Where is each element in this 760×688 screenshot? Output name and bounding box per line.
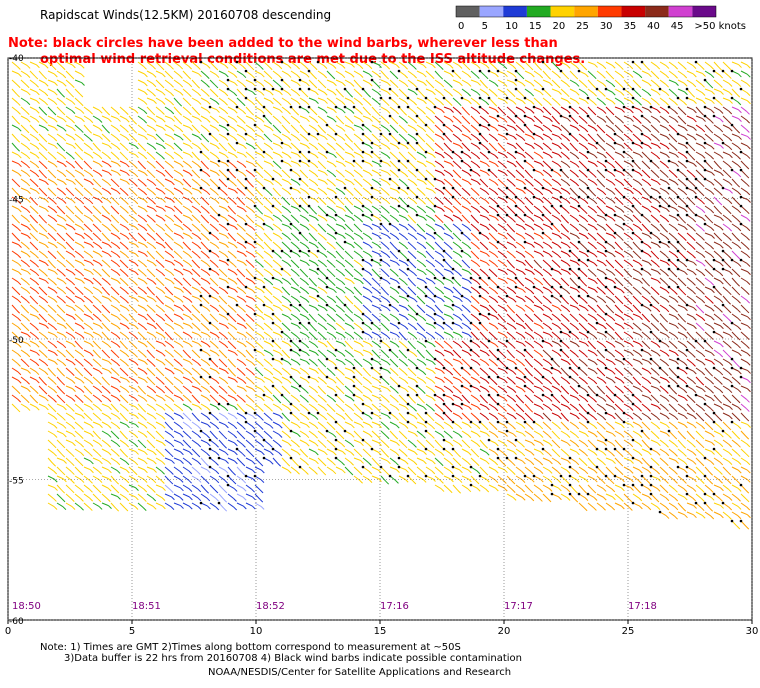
legend-tick-label: 0 [458, 21, 464, 32]
legend-swatch [574, 6, 598, 17]
legend-swatch [526, 6, 551, 17]
time-label: 18:51 [132, 601, 161, 612]
legend-swatch [621, 6, 646, 17]
legend-tick-label: 30 [600, 21, 613, 32]
longitude-tick-label: 25 [622, 626, 635, 637]
legend-swatch [479, 6, 504, 17]
time-label: 18:50 [12, 601, 41, 612]
legend-tick-label: 5 [482, 21, 488, 32]
latitude-tick-label: -60 [9, 617, 24, 627]
legend-tick-label: 35 [623, 21, 636, 32]
legend-frame [455, 5, 717, 18]
longitude-tick-label: 0 [5, 626, 11, 637]
longitude-tick-label: 20 [498, 626, 511, 637]
legend-tick-label: >50 knots [694, 21, 746, 32]
legend-swatch [645, 6, 669, 17]
wind-barbs-layer [11, 60, 751, 530]
legend-tick-label: 15 [529, 21, 542, 32]
longitude-tick-label: 15 [374, 626, 387, 637]
footer-credit: NOAA/NESDIS/Center for Satellite Applica… [208, 667, 512, 678]
legend-tick-label: 20 [553, 21, 566, 32]
latitude-tick-label: -40 [9, 54, 24, 64]
time-label: 17:17 [504, 601, 533, 612]
longitude-tick-label: 5 [129, 626, 135, 637]
longitude-tick-label: 10 [250, 626, 263, 637]
time-label: 17:18 [628, 601, 657, 612]
legend-swatch [503, 6, 527, 17]
legend-tick-label: 10 [505, 21, 518, 32]
latitude-tick-label: -55 [9, 477, 24, 487]
legend-swatch [692, 6, 716, 17]
longitude-tick-label: 30 [746, 626, 759, 637]
legend-swatch [456, 6, 480, 17]
latitude-tick-label: -50 [9, 336, 24, 346]
legend-swatch [597, 6, 622, 17]
legend-tick-label: 25 [576, 21, 589, 32]
lat-lon-grid [7, 57, 753, 621]
color-legend: 0 5 10 15 20 25 30 35 40 45 >50 knots [455, 5, 746, 32]
footer-note-2: 3)Data buffer is 22 hrs from 20160708 4)… [64, 653, 522, 664]
legend-swatch [550, 6, 575, 17]
figure-title: Rapidscat Winds(12.5KM) 20160708 descend… [40, 8, 332, 22]
legend-tick-label: 40 [647, 21, 660, 32]
legend-swatch [668, 6, 693, 17]
note-line-1: Note: black circles have been added to t… [8, 36, 558, 51]
axis-labels: -40 -45 -50 -55 -600 5 10 15 20 25 30 18:50 18:51 18:… [5, 54, 759, 637]
latitude-tick-label: -45 [9, 196, 24, 206]
time-label: 18:52 [256, 601, 285, 612]
legend-tick-label: 45 [671, 21, 684, 32]
footer-note-1: Note: 1) Times are GMT 2)Times along bot… [40, 642, 461, 653]
time-label: 17:16 [380, 601, 409, 612]
